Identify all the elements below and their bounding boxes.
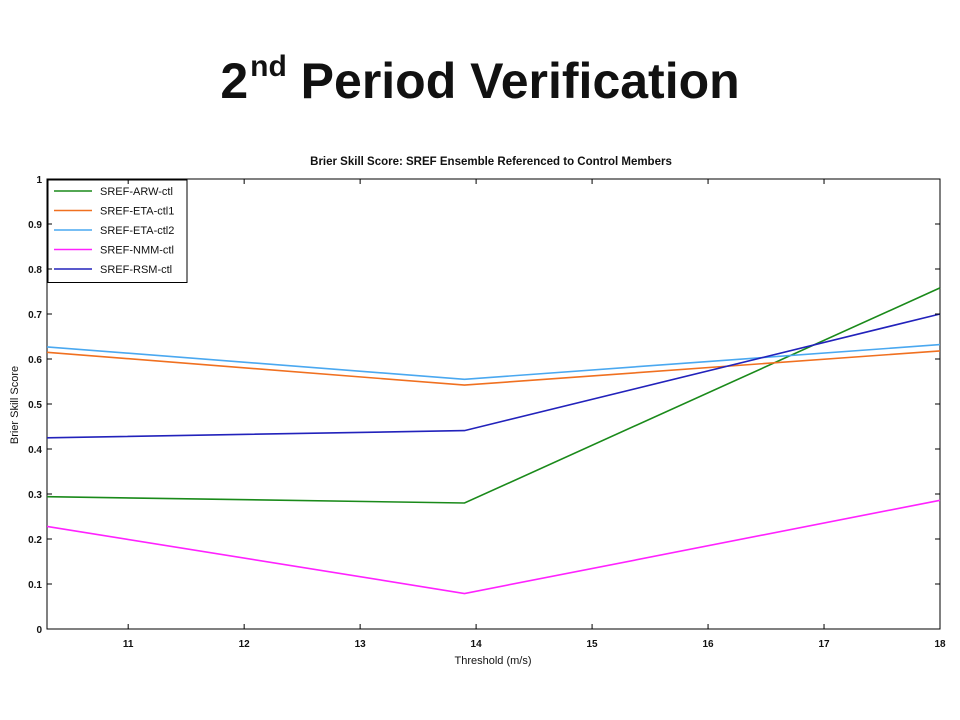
series-line-sref-rsm-ctl bbox=[46, 313, 941, 439]
x-tick-label: 12 bbox=[239, 639, 251, 650]
legend: SREF-ARW-ctl SREF-ETA-ctl1 SREF-ETA-ctl2 SR… bbox=[47, 179, 188, 283]
y-tick-label: 0.4 bbox=[28, 445, 42, 456]
series-line-sref-nmm-ctl bbox=[46, 499, 941, 595]
y-tick-label: 0.6 bbox=[28, 355, 42, 366]
x-tick-label: 14 bbox=[471, 639, 483, 650]
legend-label: SREF-ETA-ctl1 bbox=[100, 206, 174, 218]
y-axis-label: Brier Skill Score bbox=[9, 366, 21, 444]
x-tick-label: 13 bbox=[355, 639, 367, 650]
y-tick-label: 1 bbox=[36, 175, 42, 186]
legend-label: SREF-RSM-ctl bbox=[100, 264, 172, 276]
series-line-sref-eta-ctl2 bbox=[46, 343, 941, 381]
series-line-sref-arw-ctl bbox=[46, 287, 941, 504]
x-tick-label: 16 bbox=[702, 639, 714, 650]
slide-title-rest: Period Verification bbox=[286, 53, 740, 109]
x-axis-label: Threshold (m/s) bbox=[454, 655, 531, 667]
series-line-sref-eta-ctl1 bbox=[46, 350, 941, 386]
legend-box bbox=[47, 179, 188, 283]
slide-title-main: 2 bbox=[220, 53, 249, 109]
axis-ticks: 11 12 13 14 15 16 17 18 0 0.1 0.2 0.3 0.4 0.5 0.6 0.7 0.… bbox=[28, 175, 946, 650]
y-tick-label: 0.3 bbox=[28, 490, 42, 501]
slide-title: 2nd Period Verification bbox=[0, 50, 960, 109]
y-tick-label: 0.2 bbox=[28, 535, 42, 546]
slide-title-superscript: nd bbox=[250, 50, 287, 83]
x-tick-label: 11 bbox=[123, 639, 134, 650]
legend-label: SREF-NMM-ctl bbox=[100, 245, 174, 257]
y-tick-label: 0.9 bbox=[28, 220, 42, 231]
y-tick-label: 0.8 bbox=[28, 265, 42, 276]
legend-label: SREF-ARW-ctl bbox=[100, 186, 173, 198]
x-tick-label: 17 bbox=[818, 639, 830, 650]
y-tick-label: 0 bbox=[36, 625, 42, 636]
x-tick-label: 15 bbox=[587, 639, 599, 650]
legend-label: SREF-ETA-ctl2 bbox=[100, 225, 174, 237]
x-tick-label: 18 bbox=[934, 639, 946, 650]
y-tick-label: 0.1 bbox=[28, 580, 42, 591]
series-group bbox=[46, 287, 941, 595]
y-tick-label: 0.7 bbox=[28, 310, 42, 321]
y-tick-label: 0.5 bbox=[28, 400, 42, 411]
chart-title: Brier Skill Score: SREF Ensemble Referen… bbox=[310, 156, 672, 168]
